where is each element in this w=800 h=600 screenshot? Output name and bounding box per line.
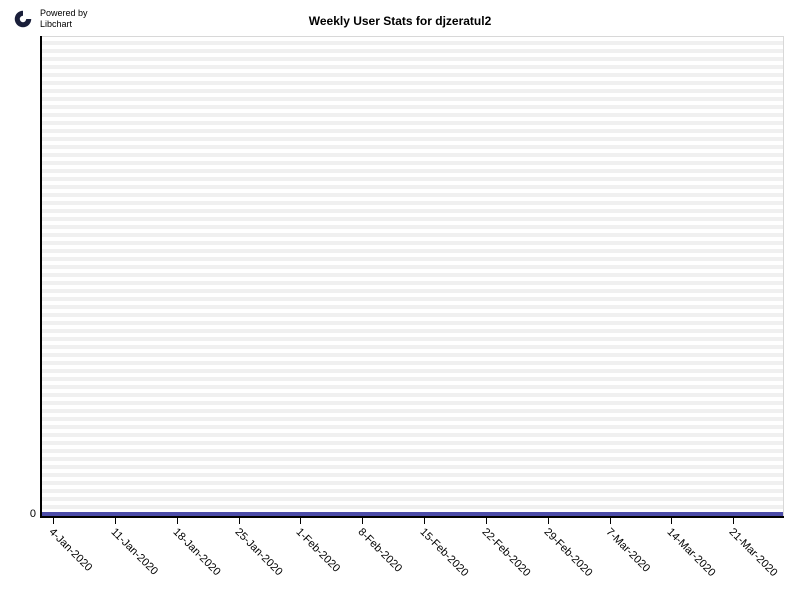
grid-stripe [42, 77, 783, 81]
grid-stripe [42, 181, 783, 185]
grid-stripe [42, 477, 783, 481]
x-tick-mark [300, 518, 301, 524]
grid-stripe [42, 229, 783, 233]
grid-stripe [42, 189, 783, 193]
grid-stripe [42, 493, 783, 497]
grid-stripe [42, 285, 783, 289]
x-tick-label: 22-Feb-2020 [479, 526, 532, 579]
grid-stripe [42, 53, 783, 57]
x-tick-mark [239, 518, 240, 524]
grid-stripe [42, 445, 783, 449]
grid-stripe [42, 397, 783, 401]
grid-stripe [42, 253, 783, 257]
grid-stripe [42, 125, 783, 129]
grid-stripe [42, 149, 783, 153]
x-tick-label: 11-Jan-2020 [108, 526, 160, 578]
x-tick-mark [671, 518, 672, 524]
x-tick-mark [362, 518, 363, 524]
grid-stripe [42, 389, 783, 393]
grid-stripe [42, 37, 783, 41]
x-tick-label: 8-Feb-2020 [356, 526, 405, 575]
grid-stripe [42, 141, 783, 145]
grid-stripe [42, 437, 783, 441]
x-tick-mark [424, 518, 425, 524]
x-tick-mark [115, 518, 116, 524]
grid-stripe [42, 277, 783, 281]
grid-stripe [42, 45, 783, 49]
grid-stripe [42, 421, 783, 425]
y-tick-label: 0 [30, 508, 36, 520]
x-tick-mark [486, 518, 487, 524]
grid-stripe [42, 485, 783, 489]
grid-stripe [42, 109, 783, 113]
grid-stripe [42, 349, 783, 353]
x-tick-label: 7-Mar-2020 [603, 526, 652, 575]
grid-stripe [42, 373, 783, 377]
grid-stripe [42, 501, 783, 505]
x-tick-label: 4-Jan-2020 [47, 526, 95, 574]
grid-stripe [42, 261, 783, 265]
grid-stripe [42, 101, 783, 105]
grid-stripe [42, 293, 783, 297]
grid-stripe [42, 61, 783, 65]
grid-stripe [42, 165, 783, 169]
grid-stripe [42, 365, 783, 369]
grid-stripe [42, 413, 783, 417]
grid-stripe [42, 269, 783, 273]
grid-stripe [42, 461, 783, 465]
x-tick-mark [548, 518, 549, 524]
y-axis-line [40, 36, 42, 516]
chart-title: Weekly User Stats for djzeratul2 [0, 14, 800, 28]
grid-stripe [42, 197, 783, 201]
x-tick-label: 18-Jan-2020 [170, 526, 222, 578]
grid-stripe [42, 69, 783, 73]
x-tick-label: 21-Mar-2020 [727, 526, 780, 579]
grid-stripe [42, 205, 783, 209]
grid-stripe [42, 453, 783, 457]
grid-stripe [42, 133, 783, 137]
grid-stripe [42, 301, 783, 305]
x-tick-label: 14-Mar-2020 [665, 526, 718, 579]
grid-stripe [42, 357, 783, 361]
x-tick-label: 29-Feb-2020 [541, 526, 594, 579]
grid-stripe [42, 429, 783, 433]
grid-stripe [42, 173, 783, 177]
grid-stripe [42, 309, 783, 313]
x-tick-mark [733, 518, 734, 524]
grid-stripe [42, 221, 783, 225]
grid-stripe [42, 157, 783, 161]
grid-stripe [42, 85, 783, 89]
x-tick-mark [177, 518, 178, 524]
x-tick-mark [610, 518, 611, 524]
grid-stripe [42, 245, 783, 249]
grid-stripe [42, 93, 783, 97]
grid-stripe [42, 333, 783, 337]
grid-stripe [42, 405, 783, 409]
grid-stripe [42, 341, 783, 345]
grid-stripe [42, 325, 783, 329]
x-tick-mark [53, 518, 54, 524]
grid-stripe [42, 213, 783, 217]
grid-stripe [42, 317, 783, 321]
x-tick-label: 15-Feb-2020 [418, 526, 471, 579]
grid-stripe [42, 237, 783, 241]
grid-stripe [42, 469, 783, 473]
x-tick-label: 1-Feb-2020 [294, 526, 343, 575]
grid-stripe [42, 117, 783, 121]
x-tick-label: 25-Jan-2020 [232, 526, 284, 578]
grid-stripe [42, 381, 783, 385]
plot-area [42, 36, 784, 516]
